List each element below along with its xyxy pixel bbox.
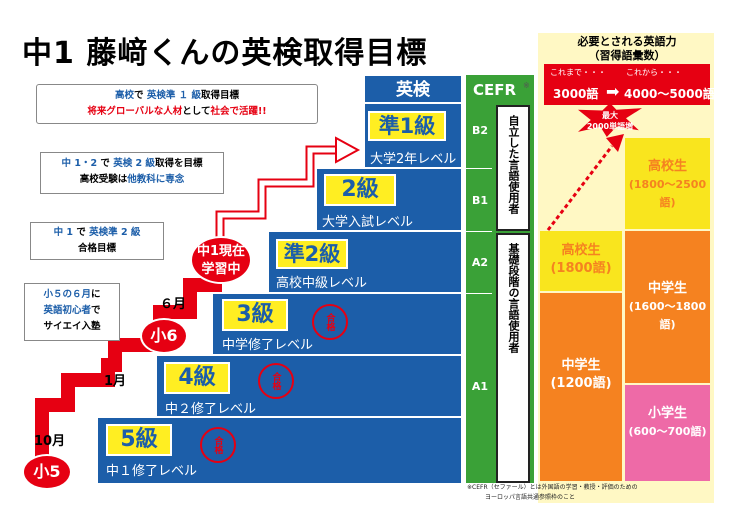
grade-badge: 準2級 — [276, 239, 348, 269]
callout-grade1-goal: 中 1 で 英検準 2 級 合格目標 — [30, 222, 164, 260]
level-label: 高校中級レベル — [276, 276, 368, 291]
level-label: 中２修了レベル — [165, 402, 257, 417]
cefr-divider — [466, 293, 492, 294]
completed-path — [35, 262, 222, 460]
pass-stamp-icon: 合格 — [258, 363, 294, 399]
now-value: 3000語 — [553, 87, 599, 101]
future-value: 4000〜5000語 — [624, 87, 715, 101]
independent-user-label: 自立した言語使用者 — [507, 115, 521, 214]
timeline-month: 1月 — [104, 374, 127, 389]
cefr-level: A1 — [468, 380, 492, 393]
pass-stamp-icon: 合格 — [312, 304, 348, 340]
cefr-divider — [466, 231, 492, 232]
timeline-month: ６月 — [160, 297, 187, 312]
vocab-block-highschool-right — [625, 138, 710, 229]
cefr-divider — [466, 168, 492, 169]
independent-user-box: 自立した言語使用者 — [496, 105, 530, 231]
callout-highschool-goal: 高校で 英検準 １ 級取得目標 将来グローバルな人材として社会で活躍!! — [36, 84, 318, 124]
level-label: 中１修了レベル — [106, 464, 198, 479]
pass-stamp-icon: 合格 — [200, 427, 236, 463]
current-status-badge: 中1現在 学習中 — [190, 236, 252, 284]
vocab-block-middleschool-left — [540, 293, 622, 481]
cefr-header: CEFR — [466, 75, 534, 105]
increase-text: 最大 2000単語増 — [586, 111, 634, 131]
basic-user-box: 基礎段階の言語使用者 — [496, 233, 530, 483]
arrow-right-icon: ➡ — [606, 82, 620, 101]
future-path-inner — [217, 147, 338, 248]
vocab-block-middleschool-right — [625, 231, 710, 383]
level-label: 大学入試レベル — [322, 215, 414, 230]
vocab-block-label: 高校生 (1800〜2500語) — [628, 159, 707, 209]
basic-user-label: 基礎段階の言語使用者 — [507, 243, 521, 353]
vocab-block-label: 小学生 (600〜700語) — [628, 406, 707, 438]
grade-badge: 5級 — [106, 424, 172, 456]
dotted-arrow — [546, 134, 624, 231]
grade-badge-shou6: 小6 — [140, 318, 188, 354]
level-label: 大学2年レベル — [370, 152, 457, 167]
vocab-comparison-bar — [544, 64, 710, 105]
eiken-header: 英検 — [364, 75, 462, 103]
grade-badge: 3級 — [222, 299, 288, 331]
grade-badge: 4級 — [164, 362, 230, 394]
callout-start: 小５の６月に 英語初心者で サイエイ入塾 — [24, 283, 120, 341]
now-label: これまで・・・ — [550, 68, 606, 77]
vocab-block-label: 高校生 (1800語) — [550, 243, 612, 276]
grade-badge: 2級 — [324, 174, 396, 206]
vocab-block-elementary-right — [625, 385, 710, 481]
vocab-block-highschool-left — [540, 231, 622, 291]
page-title: 中1 藤﨑くんの英検取得目標 — [22, 36, 428, 71]
future-arrowhead — [335, 136, 361, 164]
level-label: 中学修了レベル — [222, 338, 314, 353]
grade-badge: 準1級 — [368, 111, 446, 141]
cefr-level: B1 — [468, 194, 492, 207]
timeline-month: 10月 — [34, 434, 66, 449]
grade-badge-shou5: 小5 — [22, 454, 72, 490]
future-label: これから・・・ — [626, 68, 682, 77]
vocab-block-label: 中学生 (1600〜1800語) — [628, 281, 707, 331]
callout-middleschool-goal: 中 1・2 で 英検 2 級取得を目標 高校受験は他教科に専念 — [40, 152, 224, 194]
cefr-level: A2 — [468, 256, 492, 269]
vocab-block-label: 中学生 (1200語) — [550, 358, 612, 391]
cefr-footnote-mark: ※ — [523, 81, 530, 90]
footnote: ※CEFR（セファール）とは外国語の学習・教授・評価のための ヨーロッパ言語共通… — [467, 484, 638, 501]
cefr-level: B2 — [468, 124, 492, 137]
vocab-title: 必要とされる英語力 （習得語彙数） — [577, 35, 677, 62]
